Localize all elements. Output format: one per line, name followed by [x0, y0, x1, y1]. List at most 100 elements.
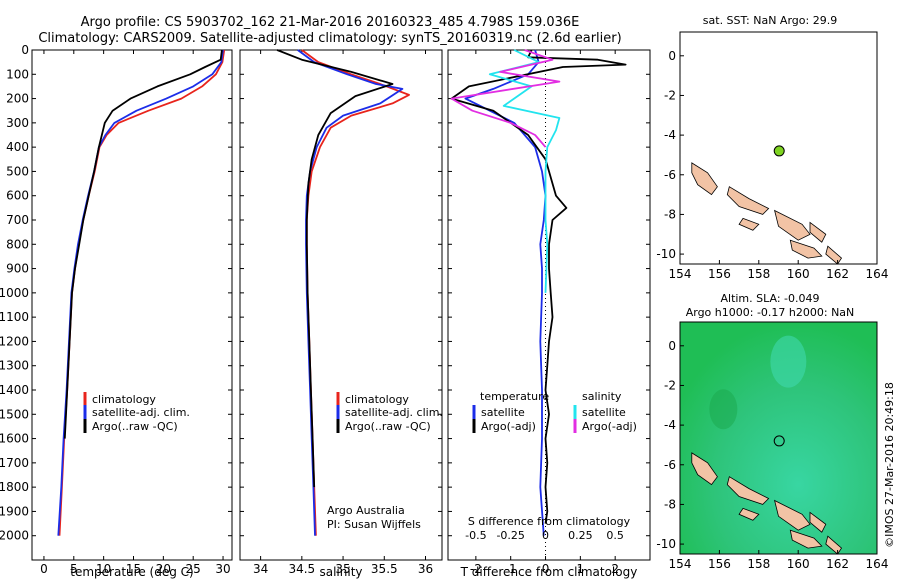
argo-australia-note: Argo Australia: [327, 504, 405, 517]
legend-title-salinity: salinity: [582, 390, 622, 403]
series-line-argo-raw-qc-: [63, 49, 223, 439]
difference-top-label: S difference from climatology: [468, 515, 631, 528]
x-tick-label: 5: [70, 562, 78, 576]
y-tick-label: 1000: [0, 286, 29, 300]
x-tick-label: 154: [669, 267, 692, 281]
island-shape: [809, 221, 827, 243]
sla-map-title1: Altim. SLA: -0.049: [720, 292, 819, 305]
header-line2: Climatology: CARS2009. Satellite-adjuste…: [38, 31, 621, 46]
y-tick-label: 0: [668, 339, 676, 353]
island-shape: [691, 452, 718, 486]
legend-label-sal-satellite: satellite: [582, 406, 626, 419]
legend-label-climatology: climatology: [345, 393, 409, 406]
x-tick-label: 10: [96, 562, 111, 576]
island-shape: [789, 529, 823, 549]
y-tick-label: 200: [6, 92, 29, 106]
island-shape: [726, 186, 770, 215]
x-tick-label: 158: [747, 557, 770, 571]
x-tick-label: 160: [787, 557, 810, 571]
series-line-temperature-argo-adj-: [450, 49, 627, 524]
y-tick-label: -8: [664, 497, 676, 511]
salinity-legend: climatology satellite-adj. clim. Argo(..…: [327, 392, 443, 531]
series-line-climatology: [301, 49, 410, 536]
y-tick-label: -6: [664, 168, 676, 182]
y-tick-label: 1100: [0, 310, 29, 324]
sla-anomaly-blob: [709, 389, 738, 430]
island-shape: [774, 209, 811, 241]
y-tick-label: 1400: [0, 383, 29, 397]
y-tick-label: 700: [6, 213, 29, 227]
y-tick-label: 800: [6, 237, 29, 251]
x-tick-label: 35.5: [371, 562, 398, 576]
s-diff-tick-label: 0: [542, 529, 549, 542]
x-tick-label: 158: [747, 267, 770, 281]
difference-legend: temperature salinity satellite Argo(-adj…: [472, 390, 637, 433]
y-tick-label: 300: [6, 116, 29, 130]
x-tick-label: 34.5: [288, 562, 315, 576]
sla-anomaly-blob: [770, 335, 807, 388]
y-tick-label: 1600: [0, 432, 29, 446]
legend-label-argo: Argo(..raw -QC): [92, 420, 178, 433]
y-tick-label: 1700: [0, 456, 29, 470]
s-diff-tick-label: -0.5: [465, 529, 486, 542]
x-tick-label: 160: [787, 267, 810, 281]
legend-label-satellite: satellite-adj. clim.: [92, 406, 190, 419]
y-tick-label: 500: [6, 164, 29, 178]
x-tick-label: 15: [126, 562, 141, 576]
sla-map-panel: 154 156 158 160 162 164 0 -2 -4 -6 -8 -10: [656, 321, 888, 571]
temperature-panel: 0 5 10 15 20 25 300100200300400500600700800900…: [0, 43, 232, 576]
y-tick-label: 0: [21, 43, 29, 57]
series-line-satellite-adj-clim-: [57, 49, 224, 536]
x-tick-label: 162: [826, 267, 849, 281]
y-tick-label: -4: [664, 128, 676, 142]
temperature-legend: climatology satellite-adj. clim. Argo(..…: [83, 392, 190, 433]
y-tick-label: -2: [664, 378, 676, 392]
y-tick-label: 2000: [0, 529, 29, 543]
difference-xlabel: T difference from climatology: [460, 565, 638, 579]
legend-label-climatology: climatology: [92, 393, 156, 406]
y-tick-label: 900: [6, 262, 29, 276]
y-tick-label: 100: [6, 67, 29, 81]
header-line1: Argo profile: CS 5903702_162 21-Mar-2016…: [81, 15, 580, 30]
salinity-xlabel: salinity: [319, 565, 362, 579]
sla-map-title2: Argo h1000: -0.17 h2000: NaN: [686, 306, 855, 319]
island-shape: [726, 476, 770, 505]
x-tick-label: 20: [156, 562, 171, 576]
difference-panel: -2 -1 0 1 2 -0.5 -0.25 0 0.25 0.5: [448, 49, 650, 576]
y-tick-label: 1200: [0, 334, 29, 348]
argo-location-marker: [773, 145, 785, 157]
series-line-temperature-satellite: [464, 49, 547, 536]
legend-label-temp-argo: Argo(-adj): [481, 420, 536, 433]
legend-label-argo: Argo(..raw -QC): [345, 420, 431, 433]
y-tick-label: -8: [664, 207, 676, 221]
y-tick-label: -6: [664, 458, 676, 472]
x-tick-label: 164: [866, 267, 889, 281]
pi-note: PI: Susan Wijffels: [327, 518, 421, 531]
y-tick-label: -2: [664, 88, 676, 102]
x-tick-label: 162: [826, 557, 849, 571]
credit-text: ©IMOS 27-Mar-2016 20:49:18: [883, 382, 896, 548]
series-line-climatology: [58, 49, 226, 536]
x-tick-label: 35: [335, 562, 350, 576]
argo-location-marker: [773, 435, 785, 447]
x-tick-label: 154: [669, 557, 692, 571]
x-tick-label: 156: [708, 557, 731, 571]
y-tick-label: 1300: [0, 359, 29, 373]
y-tick-label: -10: [656, 247, 676, 261]
y-tick-label: -4: [664, 418, 676, 432]
legend-label-satellite: satellite-adj. clim.: [345, 406, 443, 419]
y-tick-label: 0: [668, 49, 676, 63]
x-tick-label: 30: [215, 562, 230, 576]
temperature-xlabel: temperature (deg C): [70, 565, 193, 579]
map-frame: [679, 31, 878, 265]
x-tick-label: -2: [470, 562, 482, 576]
series-line-salinity-argo-adj-: [450, 49, 561, 148]
salinity-panel-frame: [239, 49, 443, 561]
island-shape: [691, 162, 718, 196]
x-tick-label: 2: [611, 562, 619, 576]
difference-panel-frame: [447, 49, 651, 561]
island-shape: [789, 239, 823, 259]
salinity-panel: 34 34.5 35 35.5 36: [240, 49, 442, 576]
y-tick-label: 1800: [0, 480, 29, 494]
legend-title-temperature: temperature: [480, 390, 549, 403]
